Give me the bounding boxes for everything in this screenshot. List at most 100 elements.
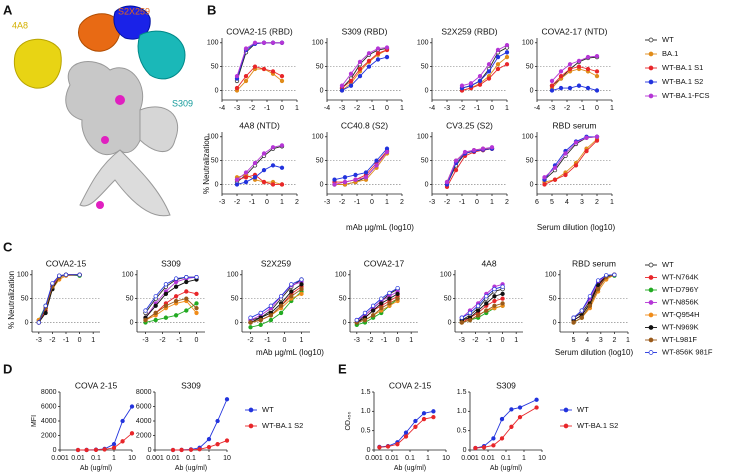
data-point: [243, 74, 249, 79]
chart-title: S309 (RBD): [342, 26, 388, 36]
data-point: [279, 165, 285, 170]
legend-label: WT: [662, 260, 674, 269]
x-axis-label: Ab (ug/ml): [490, 465, 522, 472]
y-tick-label: 100: [335, 272, 347, 279]
y-tick-label: 50: [126, 295, 134, 302]
series-line: [236, 164, 283, 185]
legend-marker: [648, 350, 654, 355]
x-axis-label: Ab (ug/ml): [394, 465, 426, 472]
x-tick-label: 2: [595, 199, 599, 206]
x-tick-label: 6: [535, 199, 539, 206]
series-line: [551, 66, 598, 86]
x-tick-label: 0.001: [146, 455, 164, 462]
data-point: [395, 291, 400, 296]
data-point: [431, 414, 436, 420]
y-tick-label: 100: [17, 272, 29, 279]
x-axis-label: Serum dilution (log10): [537, 223, 616, 232]
legend-marker: [248, 407, 254, 413]
data-point: [387, 296, 392, 301]
data-point: [499, 436, 505, 441]
x-tick-label: 5: [550, 199, 554, 206]
x-tick-label: 0.01: [166, 455, 180, 462]
x-tick-label: 1: [490, 199, 494, 206]
data-point: [552, 165, 558, 170]
data-point: [270, 40, 276, 45]
data-point: [585, 85, 591, 91]
y-tick-label: 0: [148, 447, 152, 454]
data-point: [332, 182, 337, 187]
data-point: [604, 273, 609, 278]
data-point: [563, 151, 568, 156]
data-point: [194, 306, 199, 311]
data-point: [270, 163, 276, 168]
y-tick-label: 50: [421, 157, 429, 164]
data-point: [173, 276, 179, 281]
data-point: [111, 445, 117, 450]
chart-title: COVA2-15: [46, 258, 87, 268]
legend-label: WT-BA.1 S1: [662, 63, 703, 72]
data-point: [395, 442, 400, 447]
data-point: [444, 179, 450, 185]
data-point: [184, 296, 189, 301]
series-line: [77, 406, 133, 451]
data-point: [366, 64, 372, 69]
y-tick-label: 50: [21, 295, 29, 302]
data-point: [243, 175, 249, 180]
data-point: [370, 308, 376, 313]
data-point: [374, 163, 379, 168]
data-point: [261, 168, 267, 173]
legend-label: WT-BA.1-FCS: [662, 91, 710, 100]
x-tick-label: -3: [234, 105, 240, 112]
chart-title: 4A8 (NTD): [239, 120, 280, 130]
x-tick-label: 1: [610, 199, 614, 206]
data-point: [362, 310, 368, 316]
data-point: [475, 313, 481, 318]
x-tick-label: 1: [426, 455, 430, 462]
y-tick-label: 8000: [41, 389, 57, 396]
y-tick-label: 50: [526, 63, 534, 70]
data-point: [594, 74, 600, 79]
legend-label: WT: [662, 35, 674, 44]
x-tick-label: 0: [265, 199, 269, 206]
series-line: [236, 66, 283, 89]
x-tick-label: -1: [264, 337, 270, 344]
legend-marker: [648, 275, 654, 280]
data-point: [473, 445, 478, 451]
data-point: [299, 286, 304, 292]
data-point: [43, 303, 48, 308]
legend-label: WT-N969K: [662, 322, 699, 331]
data-point: [348, 83, 354, 88]
data-point: [270, 182, 276, 187]
data-point: [379, 301, 384, 306]
x-tick-label: 0: [78, 337, 82, 344]
data-point: [459, 320, 464, 325]
data-point: [163, 291, 169, 296]
data-point: [348, 78, 354, 84]
data-point: [342, 175, 348, 180]
series-line: [341, 49, 388, 89]
data-point: [299, 277, 304, 282]
legend-marker: [648, 79, 654, 85]
data-point: [258, 322, 263, 327]
x-tick-label: -1: [176, 337, 182, 344]
data-point: [252, 160, 258, 166]
x-tick-label: 0.001: [365, 455, 383, 462]
x-tick-label: -4: [534, 105, 540, 112]
data-point: [357, 59, 363, 64]
data-point: [385, 444, 391, 449]
data-point: [261, 40, 267, 45]
legend-marker: [648, 287, 654, 293]
y-tick-label: 4000: [41, 418, 57, 425]
x-tick-label: -2: [367, 337, 373, 344]
x-axis-label: mAb µg/mL (log10): [256, 348, 324, 357]
data-point: [403, 430, 409, 435]
x-tick-label: 0: [490, 105, 494, 112]
data-point: [194, 310, 199, 316]
data-point: [243, 170, 249, 175]
x-tick-label: -3: [429, 199, 435, 206]
y-tick-label: 0: [25, 319, 29, 326]
data-point: [594, 88, 600, 93]
y-tick-label: 0: [235, 319, 239, 326]
data-point: [471, 147, 477, 153]
data-point: [542, 175, 547, 180]
